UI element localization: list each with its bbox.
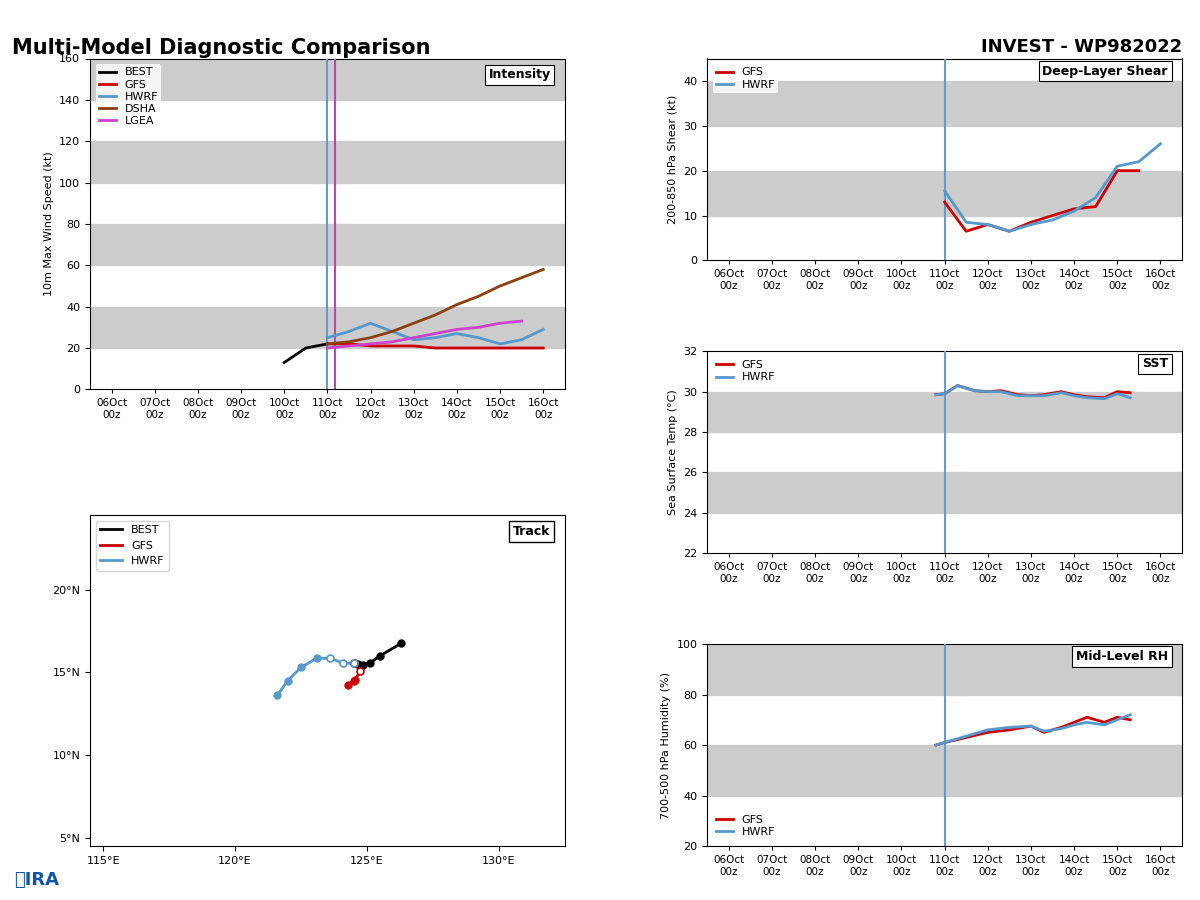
Text: Mid-Level RH: Mid-Level RH [1075, 650, 1168, 663]
Legend: BEST, GFS, HWRF: BEST, GFS, HWRF [96, 521, 169, 571]
Bar [90, 58, 565, 100]
Bar [707, 745, 1182, 796]
Y-axis label: 700-500 hPa Humidity (%): 700-500 hPa Humidity (%) [661, 671, 671, 818]
Bar [90, 224, 565, 266]
Legend: GFS, HWRF: GFS, HWRF [713, 812, 779, 841]
Bar [707, 81, 1182, 126]
Y-axis label: 200-850 hPa Shear (kt): 200-850 hPa Shear (kt) [668, 94, 678, 224]
Legend: GFS, HWRF: GFS, HWRF [713, 64, 779, 93]
Y-axis label: Sea Surface Temp (°C): Sea Surface Temp (°C) [667, 390, 678, 515]
Text: Track: Track [514, 525, 551, 538]
Text: Intensity: Intensity [488, 68, 551, 81]
Bar [707, 171, 1182, 216]
Bar [90, 307, 565, 348]
Bar [707, 392, 1182, 432]
Bar [707, 472, 1182, 513]
Text: Multi-Model Diagnostic Comparison: Multi-Model Diagnostic Comparison [12, 38, 431, 58]
Text: SST: SST [1141, 357, 1168, 370]
Bar [707, 644, 1182, 695]
Bar [90, 141, 565, 183]
Text: ⓂIRA: ⓂIRA [14, 871, 60, 889]
Legend: BEST, GFS, HWRF, DSHA, LGEA: BEST, GFS, HWRF, DSHA, LGEA [96, 64, 161, 130]
Text: INVEST - WP982022: INVEST - WP982022 [980, 38, 1182, 56]
Y-axis label: 10m Max Wind Speed (kt): 10m Max Wind Speed (kt) [43, 151, 54, 296]
Legend: GFS, HWRF: GFS, HWRF [713, 356, 779, 386]
Text: Deep-Layer Shear: Deep-Layer Shear [1043, 65, 1168, 77]
